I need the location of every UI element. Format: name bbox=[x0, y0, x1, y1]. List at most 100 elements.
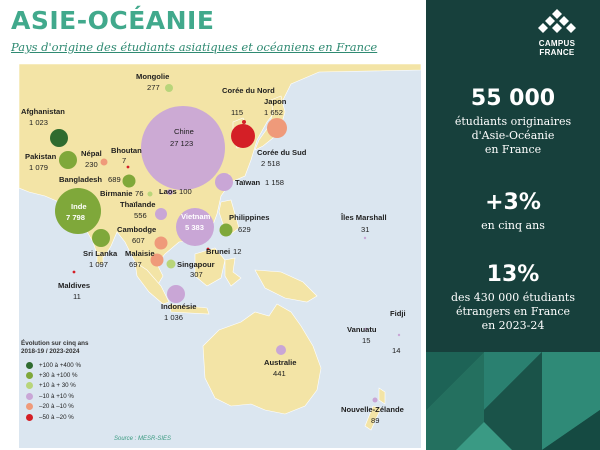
brand-line2: FRANCE bbox=[539, 48, 575, 57]
label-bangladesh: Bangladesh bbox=[59, 175, 102, 184]
label-vanuatu: Vanuatu bbox=[347, 325, 377, 334]
label-coree-nord: Corée du Nord bbox=[222, 86, 275, 95]
marker-vanuatu bbox=[364, 327, 368, 331]
marker-nepal bbox=[100, 158, 108, 166]
value-mongolie: 277 bbox=[147, 83, 160, 92]
land-australia bbox=[202, 303, 322, 415]
label-pakistan: Pakistan bbox=[25, 152, 57, 161]
brand-line1: CAMPUS bbox=[538, 39, 576, 48]
marker-thailande bbox=[155, 208, 167, 220]
land-borneo bbox=[194, 247, 226, 287]
stat-desc: des 430 000 étudiants étrangers en Franc… bbox=[451, 291, 575, 332]
legend-swatch bbox=[26, 382, 33, 390]
page-subtitle: Pays d'origine des étudiants asiatiques … bbox=[11, 40, 378, 54]
marker-pakistan bbox=[59, 151, 77, 169]
marker-cambodge bbox=[154, 236, 168, 250]
asia-oceania-map: Mongolie 277 Corée du Nord 115 Japon 1 6… bbox=[19, 64, 421, 431]
marker-bhoutan bbox=[126, 165, 130, 169]
value-taiwan: 1 158 bbox=[265, 178, 284, 187]
legend-swatch bbox=[26, 392, 33, 400]
label-maldives: Maldives bbox=[58, 281, 90, 290]
label-bhoutan: Bhoutan bbox=[111, 146, 142, 155]
stat-desc: en cinq ans bbox=[481, 219, 545, 232]
logo-mark-icon bbox=[538, 9, 576, 33]
label-mongolie: Mongolie bbox=[136, 72, 169, 81]
legend-swatch bbox=[26, 403, 33, 411]
value-nepal: 230 bbox=[85, 160, 98, 169]
land-new-guinea bbox=[254, 269, 318, 303]
value-philippines: 629 bbox=[238, 225, 251, 234]
value-brunei: 12 bbox=[233, 247, 241, 256]
marker-vietnam bbox=[176, 208, 214, 246]
source-note: Source : MESR-SIES bbox=[114, 436, 172, 442]
value-japon: 1 652 bbox=[264, 108, 283, 117]
label-indonesie: Indonésie bbox=[161, 302, 196, 311]
value-maldives: 11 bbox=[73, 292, 81, 301]
land-new-zealand bbox=[364, 387, 386, 431]
label-chine: Chine bbox=[174, 127, 194, 136]
marker-singapour bbox=[166, 259, 176, 269]
marker-bangladesh bbox=[122, 174, 136, 188]
marker-philippines bbox=[219, 223, 233, 237]
legend-swatch bbox=[26, 372, 33, 380]
value-coree-nord: 115 bbox=[231, 108, 243, 117]
value-bangladesh: 689 bbox=[108, 175, 121, 184]
label-australie: Australie bbox=[264, 358, 297, 367]
legend-item: +10 à + 30 % bbox=[21, 381, 131, 391]
label-vietnam: Vietnam bbox=[181, 212, 211, 221]
legend: Évolution sur cinq ans 2018-19 / 2023-20… bbox=[21, 340, 131, 422]
label-nz: Nouvelle-Zélande bbox=[341, 405, 404, 414]
marker-nz bbox=[372, 397, 378, 403]
legend-title: Évolution sur cinq ans 2018-19 / 2023-20… bbox=[21, 340, 89, 355]
marker-sri-lanka bbox=[92, 229, 110, 247]
legend-item: +100 à +400 % bbox=[21, 360, 131, 370]
marker-brunei bbox=[206, 247, 210, 251]
legend-item: +30 à +100 % bbox=[21, 370, 131, 380]
land-sumatra bbox=[134, 261, 170, 305]
value-thailande: 556 bbox=[134, 211, 147, 220]
stat-value: 55 000 bbox=[470, 86, 556, 111]
marker-india bbox=[55, 188, 101, 234]
label-thailande: Thaïlande bbox=[120, 200, 155, 209]
campus-france-logo: CAMPUS FRANCE bbox=[535, 8, 579, 57]
stats-panel: CAMPUS FRANCE 55 000 étudiants originair… bbox=[426, 0, 600, 450]
land-sri-lanka bbox=[96, 251, 104, 265]
stat-growth: +3% en cinq ans bbox=[426, 190, 600, 233]
marker-japan bbox=[267, 118, 287, 138]
marker-laos bbox=[167, 189, 173, 195]
marker-taiwan bbox=[215, 173, 233, 191]
marker-coree-nord bbox=[242, 120, 246, 124]
legend-item: –10 à +10 % bbox=[21, 391, 131, 401]
label-brunei: Brunei bbox=[206, 247, 230, 256]
marker-birmanie bbox=[147, 191, 153, 197]
label-japon: Japon bbox=[264, 97, 287, 106]
stat-students: 55 000 étudiants originaires d'Asie-Océa… bbox=[426, 86, 600, 157]
label-fidji: Fidji bbox=[390, 309, 406, 318]
value-australie: 441 bbox=[273, 369, 286, 378]
marker-indonesia bbox=[167, 285, 185, 303]
label-coree-sud: Corée du Sud bbox=[257, 148, 307, 157]
label-sri-lanka: Sri Lanka bbox=[83, 249, 118, 258]
label-afghanistan: Afghanistan bbox=[21, 107, 65, 116]
value-afghanistan: 1 023 bbox=[29, 118, 48, 127]
legend-swatch bbox=[26, 361, 33, 369]
label-singapour: Singapour bbox=[177, 260, 215, 269]
value-fidji: 14 bbox=[392, 346, 400, 355]
land-java bbox=[168, 303, 210, 315]
marker-malaisie bbox=[150, 253, 164, 267]
map-panel: Mongolie 277 Corée du Nord 115 Japon 1 6… bbox=[19, 64, 421, 448]
label-taiwan: Taïwan bbox=[235, 178, 261, 187]
stat-value: 13% bbox=[486, 262, 540, 287]
marker-australie bbox=[276, 345, 286, 355]
value-vietnam: 5 383 bbox=[185, 223, 204, 232]
value-laos: 100 bbox=[179, 187, 192, 196]
page-title: ASIE-OCÉANIE bbox=[11, 6, 215, 35]
value-sri-lanka: 1 097 bbox=[89, 260, 108, 269]
country-labels: Mongolie 277 Corée du Nord 115 Japon 1 6… bbox=[21, 72, 406, 425]
value-indonesie: 1 036 bbox=[164, 313, 183, 322]
marker-maldives bbox=[72, 270, 76, 274]
marker-south-korea bbox=[231, 124, 255, 148]
label-inde: Inde bbox=[71, 202, 87, 211]
value-chine: 27 123 bbox=[170, 139, 193, 148]
value-cambodge: 607 bbox=[132, 236, 145, 245]
